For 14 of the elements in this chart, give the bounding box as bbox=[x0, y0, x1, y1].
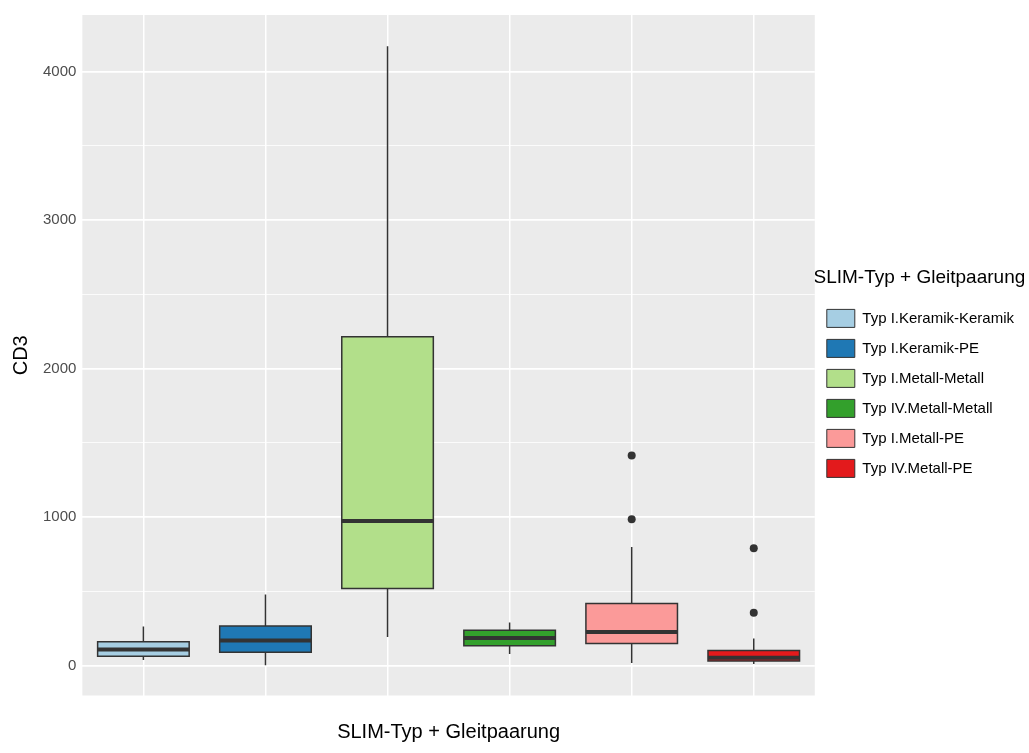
y-tick-label: 3000 bbox=[42, 210, 77, 228]
legend-label: Typ I.Metall-PE bbox=[862, 428, 964, 446]
legend-label: Typ IV.Metall-PE bbox=[862, 458, 973, 476]
y-tick-label: 4000 bbox=[42, 61, 77, 79]
y-axis-title: CD3 bbox=[8, 335, 31, 376]
y-tick-label: 0 bbox=[68, 656, 77, 674]
y-tick-label: 1000 bbox=[42, 507, 77, 525]
legend-label: Typ I.Keramik-Keramik bbox=[862, 308, 1015, 326]
x-axis-title: SLIM-Typ + Gleitpaarung bbox=[337, 719, 561, 742]
legend-title: SLIM-Typ + Gleitpaarung bbox=[813, 266, 1026, 288]
legend-label: Typ I.Keramik-PE bbox=[862, 338, 979, 356]
legend-label: Typ IV.Metall-Metall bbox=[862, 398, 993, 416]
y-tick-label: 2000 bbox=[42, 358, 77, 376]
legend-label: Typ I.Metall-Metall bbox=[862, 368, 984, 386]
